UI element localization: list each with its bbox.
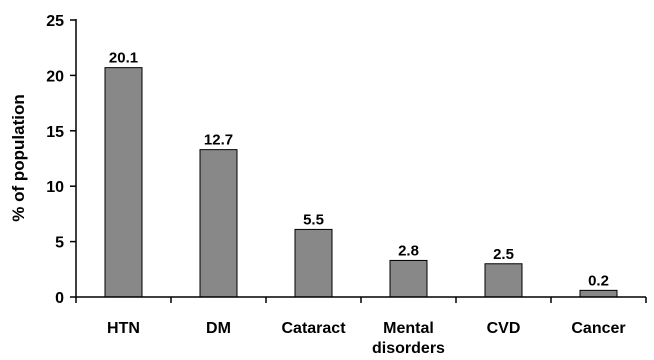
y-tick-label: 15 [46,124,64,141]
bar [104,67,143,298]
data-label: 2.5 [493,246,514,263]
x-tick-label: DM [206,320,231,337]
x-axis: HTN DM Cataract Mental disorders CVD Cancer [75,296,647,357]
x-tick-label: Cancer [571,320,625,337]
bars-group [104,67,618,298]
bar [199,149,238,298]
data-label: 0.2 [588,272,609,289]
y-axis-title: % of population [9,94,28,221]
data-label: 20.1 [109,50,138,67]
data-labels-group: 20.1 12.7 5.5 2.8 2.5 0.2 [109,50,609,290]
bar [294,228,333,298]
x-tick-label: Cataract [281,320,346,337]
data-label: 2.8 [398,242,419,259]
data-label: 12.7 [204,132,233,149]
y-tick-label: 25 [46,13,64,30]
y-tick-label: 10 [46,179,64,196]
bar [389,259,428,298]
bar [579,289,618,298]
y-tick-label: 20 [46,68,64,85]
x-tick-label: Mental [383,320,434,337]
x-tick-label: HTN [107,320,140,337]
x-tick-label: CVD [487,320,521,337]
y-tick-label: 5 [55,235,64,252]
x-tick-label: disorders [372,340,445,357]
y-axis: 0 5 10 15 20 25 [46,13,77,307]
bar [484,263,523,298]
y-tick-label: 0 [55,290,64,307]
data-label: 5.5 [303,211,324,228]
